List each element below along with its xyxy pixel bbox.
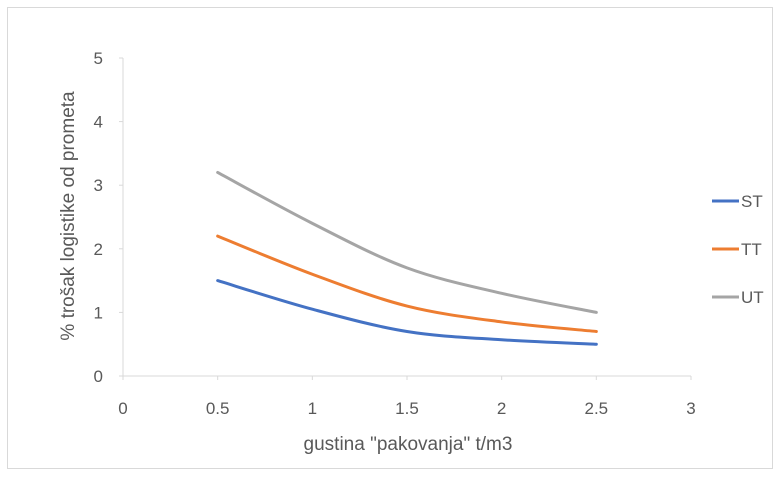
x-tick-label: 1 — [308, 399, 317, 418]
series-line-tt — [216, 234, 598, 333]
y-tick-label: 1 — [94, 303, 103, 322]
series-line-ut — [216, 170, 598, 314]
y-tick-label: 2 — [94, 240, 103, 259]
x-tick-label: 3 — [686, 399, 695, 418]
legend: ST TT UT — [712, 192, 764, 307]
x-axis: 0 0.5 1 1.5 2 2.5 3 — [118, 375, 696, 418]
x-axis-title: gustina "pakovanja" t/m3 — [304, 434, 513, 455]
series-layer — [216, 170, 598, 346]
chart-frame — [7, 7, 773, 469]
y-axis-title: % trošak logistike od prometa — [58, 91, 79, 341]
y-tick-label: 3 — [94, 176, 103, 195]
x-tick-label: 1.5 — [395, 399, 419, 418]
y-axis: 0 1 2 3 4 5 — [94, 49, 124, 386]
series-line-st — [216, 279, 598, 346]
x-tick-label: 2 — [497, 399, 506, 418]
x-tick-label: 2.5 — [585, 399, 609, 418]
y-tick-label: 4 — [94, 113, 103, 132]
x-tick-label: 0.5 — [206, 399, 230, 418]
legend-label-tt: TT — [741, 240, 762, 259]
legend-label-st: ST — [741, 192, 763, 211]
legend-label-ut: UT — [741, 288, 764, 307]
x-tick-label: 0 — [118, 399, 127, 418]
y-tick-label: 0 — [94, 367, 103, 386]
y-tick-label: 5 — [94, 49, 103, 68]
